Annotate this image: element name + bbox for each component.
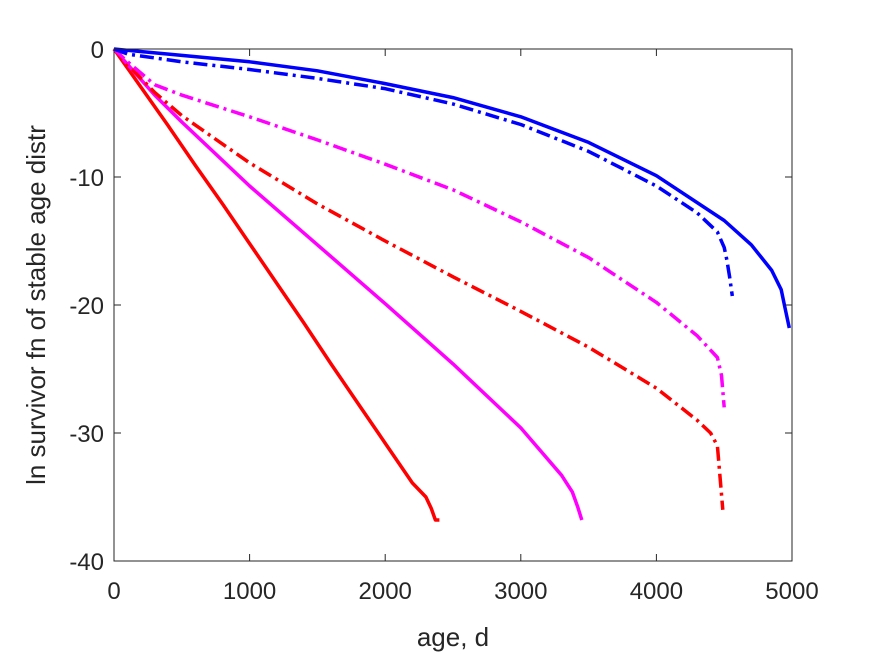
series-line-2	[112, 47, 584, 521]
y-axis-title: ln survivor fn of stable age distr	[21, 125, 51, 485]
x-tick-label: 2000	[359, 578, 412, 605]
y-tick-label: -30	[69, 421, 104, 448]
y-tick-label: -10	[69, 165, 104, 192]
series-line-5	[113, 47, 735, 297]
tick-layer: 0 1000 2000 3000 4000 5000 0 -10 -20 -30 -40	[69, 37, 818, 605]
x-tick-label: 1000	[223, 578, 276, 605]
series-layer	[112, 47, 792, 522]
x-tick-label: 3000	[494, 578, 547, 605]
x-axis-title: age, d	[417, 622, 489, 652]
x-tick-label: 4000	[630, 578, 683, 605]
x-tick-label: 0	[107, 578, 120, 605]
y-tick-label: -40	[69, 549, 104, 576]
series-line-1	[112, 47, 440, 522]
x-tick-label: 5000	[765, 578, 818, 605]
plot-area	[114, 49, 792, 561]
y-tick-label: -20	[69, 293, 104, 320]
series-line-6	[113, 47, 792, 329]
y-tick-label: 0	[91, 37, 104, 64]
series-line-4	[112, 47, 726, 408]
